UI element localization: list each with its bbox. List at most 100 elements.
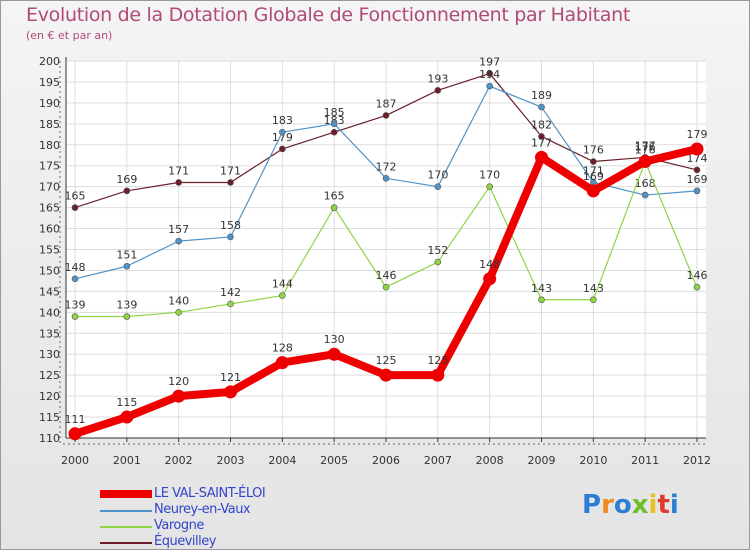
data-label: 183 (272, 114, 293, 127)
data-point (330, 120, 338, 128)
legend-swatch (100, 490, 152, 498)
data-label: 125 (427, 354, 448, 367)
y-tick-label: 130 (39, 348, 60, 361)
data-point (71, 313, 79, 320)
data-label: 170 (427, 169, 448, 182)
data-label: 179 (687, 128, 708, 141)
data-point (382, 174, 390, 182)
data-point (538, 296, 545, 304)
data-point (434, 258, 442, 266)
data-label: 179 (272, 131, 293, 144)
data-point (175, 237, 182, 245)
legend-swatch (100, 526, 152, 528)
data-point (586, 184, 600, 198)
data-point (330, 128, 338, 136)
data-point (538, 133, 545, 140)
data-label: 121 (220, 371, 241, 384)
data-label: 148 (65, 261, 86, 274)
data-label: 144 (272, 278, 293, 291)
data-point (431, 368, 445, 382)
data-label: 171 (583, 164, 604, 177)
data-point (224, 385, 237, 399)
data-label: 177 (635, 139, 656, 152)
data-point (638, 155, 652, 169)
x-tick-label: 2006 (372, 454, 400, 467)
x-tick-label: 2012 (683, 454, 711, 467)
data-label: 120 (168, 375, 189, 388)
data-point (538, 103, 545, 111)
data-label: 185 (324, 106, 345, 119)
logo-letter: i (669, 490, 679, 520)
data-label: 148 (479, 258, 500, 271)
x-tick-label: 2008 (476, 454, 504, 467)
data-label: 189 (531, 89, 552, 102)
data-point (227, 179, 234, 186)
x-tick-label: 2010 (579, 454, 607, 467)
data-point (434, 87, 442, 94)
y-tick-label: 135 (39, 327, 60, 340)
logo-letter: x (631, 490, 649, 520)
data-label: 170 (479, 169, 500, 182)
y-tick-label: 110 (39, 432, 60, 445)
data-point (535, 150, 548, 164)
data-point (486, 82, 493, 90)
proxiti-logo: Proxiti (582, 490, 679, 520)
data-point (279, 292, 286, 299)
data-label: 176 (635, 144, 656, 157)
data-point (175, 179, 182, 186)
x-tick-label: 2005 (320, 454, 348, 467)
logo-letter: r (601, 490, 614, 520)
legend-label: Équevilley (154, 534, 216, 549)
data-label: 130 (324, 333, 345, 346)
y-tick-label: 180 (39, 139, 60, 152)
legend-label: LE VAL-SAINT-ÉLOI (154, 486, 266, 501)
data-point (172, 389, 186, 403)
data-label: 194 (479, 68, 500, 81)
data-point (590, 296, 597, 304)
data-point (693, 187, 701, 195)
x-tick-label: 2004 (268, 454, 296, 467)
data-label: 168 (635, 177, 656, 190)
y-tick-label: 170 (39, 181, 60, 194)
y-tick-label: 195 (39, 76, 60, 89)
data-label: 143 (583, 282, 604, 295)
data-label: 187 (376, 97, 397, 110)
x-tick-label: 2011 (631, 454, 659, 467)
data-point (382, 283, 390, 291)
data-label: 140 (168, 294, 189, 307)
y-tick-label: 115 (39, 411, 60, 424)
y-tick-label: 175 (39, 160, 60, 173)
y-tick-label: 125 (39, 369, 60, 382)
data-label: 171 (168, 164, 189, 177)
data-label: 169 (687, 173, 708, 186)
data-label: 193 (427, 72, 448, 85)
data-label: 146 (687, 269, 708, 282)
data-label: 197 (479, 56, 500, 69)
data-point (68, 427, 82, 441)
data-label: 142 (220, 286, 241, 299)
data-point (434, 183, 442, 190)
logo-letter: P (582, 490, 602, 520)
data-label: 139 (116, 299, 137, 312)
data-point (486, 183, 493, 190)
data-point (641, 191, 649, 199)
data-point (120, 410, 134, 424)
legend-swatch (100, 510, 152, 512)
chart-title: Evolution de la Dotation Globale de Fonc… (26, 4, 631, 26)
data-point (327, 347, 341, 361)
data-point (590, 158, 597, 165)
data-label: 143 (531, 282, 552, 295)
x-tick-label: 2003 (217, 454, 245, 467)
data-label: 165 (324, 190, 345, 203)
data-label: 125 (376, 354, 397, 367)
y-tick-label: 140 (39, 306, 60, 319)
data-point (123, 313, 131, 320)
data-point (483, 272, 497, 286)
data-point (275, 356, 289, 370)
legend-label: Varogne (154, 518, 204, 533)
data-point (693, 283, 701, 291)
x-tick-label: 2007 (424, 454, 452, 467)
data-point (379, 368, 393, 382)
data-label: 128 (272, 342, 293, 355)
